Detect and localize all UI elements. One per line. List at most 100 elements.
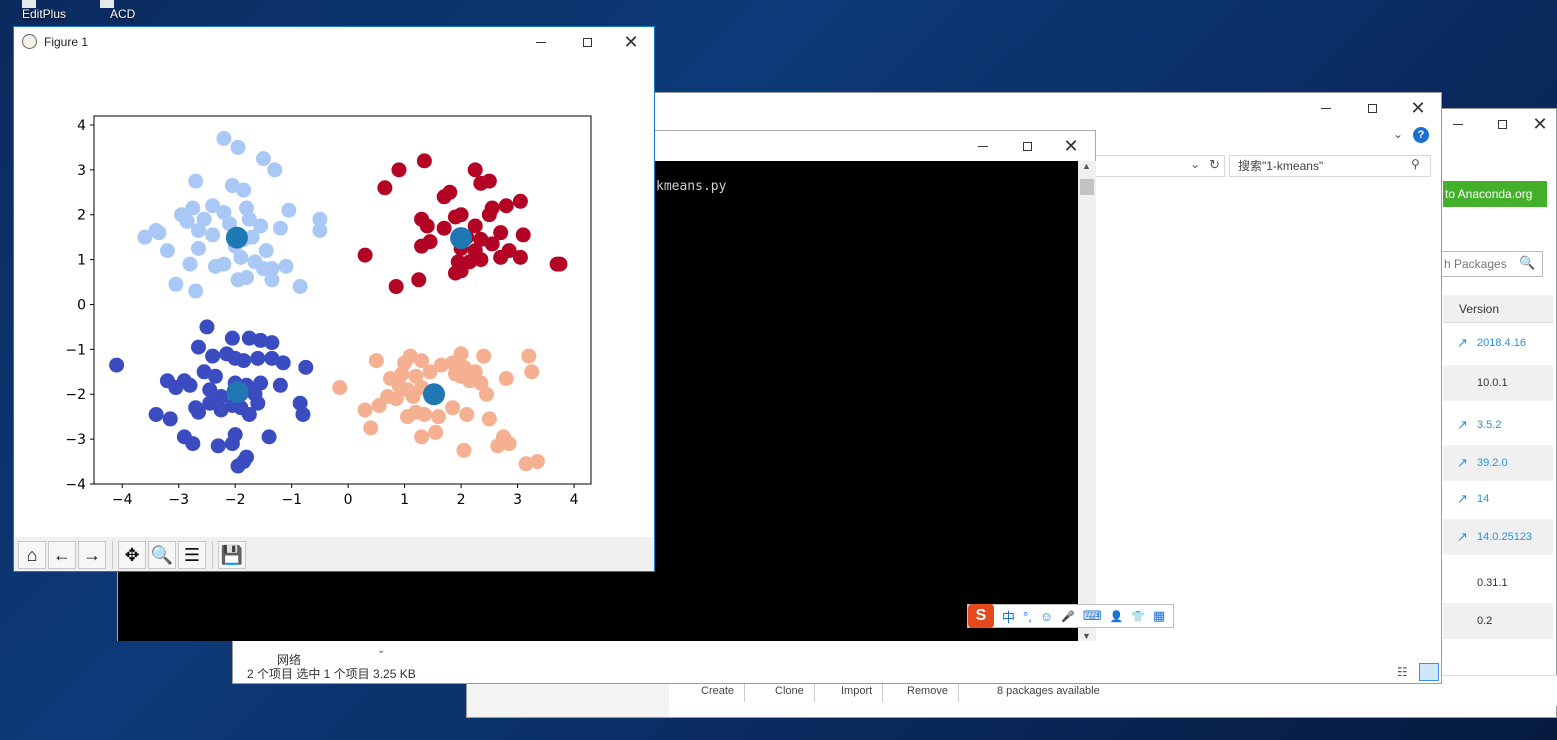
scrollbar-thumb[interactable]	[1080, 179, 1094, 195]
version-column-header[interactable]: Version	[1443, 295, 1553, 323]
scatter-point	[414, 429, 430, 445]
scatter-point	[281, 202, 297, 218]
explorer-minimize-button[interactable]	[1303, 93, 1349, 123]
desktop-label-editplus[interactable]: EditPlus	[22, 7, 67, 21]
scatter-point	[462, 373, 478, 389]
refresh-icon[interactable]: ↻	[1209, 157, 1220, 172]
scatter-point	[529, 454, 545, 470]
zoom-icon[interactable]: 🔍	[148, 541, 176, 569]
clone-env-button[interactable]: Clone	[765, 680, 815, 702]
explorer-maximize-button[interactable]	[1349, 93, 1395, 123]
ime-chinese-mode[interactable]: 中	[1002, 609, 1016, 625]
search-icon[interactable]: 🔍	[1519, 255, 1536, 270]
console-close-button[interactable]: ✕	[1048, 131, 1094, 161]
update-arrow-icon[interactable]: ↗	[1457, 335, 1468, 350]
figure-maximize-button[interactable]	[564, 27, 610, 57]
package-row[interactable]: ↗ 2018.4.16	[1443, 325, 1553, 361]
scatter-point	[512, 193, 528, 209]
scatter-point	[236, 182, 252, 198]
scatter-point	[391, 162, 407, 178]
configure-icon[interactable]: ☰	[178, 541, 206, 569]
figure-minimize-button[interactable]	[518, 27, 564, 57]
user-icon[interactable]: 👤	[1109, 610, 1124, 623]
ime-punctuation-mode[interactable]: °,	[1023, 608, 1032, 624]
scatter-point	[298, 359, 314, 375]
matplotlib-figure-window: Figure 1 ✕ −4 −3 −2 −1 0 1 2 3 4 −4 −3 −2 −1 0 1 2 3 4 ⌂ …	[13, 26, 655, 572]
package-row[interactable]: 0.2	[1443, 603, 1553, 639]
import-env-button[interactable]: Import	[831, 680, 884, 702]
nav-network-label[interactable]: 网络	[277, 653, 302, 667]
plot-axes-frame	[93, 115, 592, 485]
console-minimize-button[interactable]	[960, 131, 1006, 161]
console-maximize-button[interactable]	[1004, 131, 1050, 161]
editplus-desktop-icon[interactable]	[22, 0, 36, 8]
help-icon[interactable]: ?	[1413, 127, 1429, 143]
pan-icon[interactable]: ✥	[118, 541, 146, 569]
forward-icon[interactable]: →	[78, 541, 106, 569]
microphone-icon[interactable]: 🎤	[1061, 610, 1075, 623]
scatter-point	[456, 442, 472, 458]
scroll-down-icon[interactable]: ▼	[1082, 631, 1091, 641]
sogou-logo-icon[interactable]: S	[968, 604, 994, 628]
close-icon: ✕	[1410, 98, 1426, 118]
toolbox-icon[interactable]: ▦	[1152, 608, 1166, 623]
scatter-point	[416, 153, 432, 169]
anaconda-maximize-button[interactable]	[1479, 109, 1525, 139]
emoji-icon[interactable]: ☺	[1039, 608, 1054, 624]
remove-env-button[interactable]: Remove	[897, 680, 959, 702]
folder-search-input[interactable]: 搜索"1-kmeans"	[1229, 155, 1431, 177]
package-row[interactable]: ↗ 39.2.0	[1443, 445, 1553, 481]
search-icon[interactable]: ⚲	[1411, 157, 1420, 171]
centroid-point	[226, 381, 249, 403]
desktop-label-acd[interactable]: ACD	[110, 7, 136, 21]
skin-icon[interactable]: 👕	[1131, 610, 1145, 623]
large-icons-view-icon[interactable]	[1419, 663, 1439, 681]
package-row[interactable]: ↗ 3.5.2	[1443, 407, 1553, 443]
package-row[interactable]: ↗ 14.0.25123	[1443, 519, 1553, 555]
scatter-point	[402, 348, 418, 364]
scatter-point	[230, 139, 246, 155]
minimize-icon	[1321, 107, 1331, 109]
scroll-up-icon[interactable]: ▲	[1082, 161, 1091, 171]
ime-toolbar: S 中 °, ☺ 🎤 ⌨ 👤 👕 ▦	[967, 604, 1174, 628]
package-row[interactable]: 10.0.1	[1443, 365, 1553, 401]
details-view-icon[interactable]: ☷	[1397, 665, 1408, 679]
package-search-input[interactable]: h Packages	[1441, 251, 1543, 277]
address-bar[interactable]: ⌄ ↻	[1095, 155, 1225, 177]
keyboard-icon[interactable]: ⌨	[1082, 608, 1102, 623]
anaconda-minimize-button[interactable]	[1435, 109, 1481, 139]
scatter-point	[202, 395, 218, 411]
acd-desktop-icon[interactable]	[100, 0, 114, 8]
create-env-button[interactable]: Create	[691, 680, 746, 702]
home-icon[interactable]: ⌂	[18, 541, 46, 569]
scatter-point	[394, 366, 410, 382]
scatter-point	[445, 355, 461, 371]
ribbon-expand-icon[interactable]: ⌄	[1393, 127, 1404, 141]
scatter-point	[473, 231, 489, 247]
y-tick-label: 1	[77, 253, 86, 269]
address-dropdown-icon[interactable]: ⌄	[1189, 157, 1200, 171]
save-icon[interactable]: 💾	[218, 541, 246, 569]
update-arrow-icon[interactable]: ↗	[1457, 417, 1468, 432]
anaconda-close-button[interactable]: ✕	[1523, 109, 1557, 139]
update-arrow-icon[interactable]: ↗	[1457, 491, 1468, 506]
connect-anaconda-button[interactable]: to Anaconda.org	[1443, 181, 1547, 207]
package-version: 10.0.1	[1477, 377, 1508, 389]
y-tick-label: 4	[77, 118, 86, 134]
scatter-point	[213, 388, 229, 404]
explorer-close-button[interactable]: ✕	[1395, 93, 1441, 123]
update-arrow-icon[interactable]: ↗	[1457, 455, 1468, 470]
nav-scroll-down-icon[interactable]: ⌄	[377, 645, 386, 656]
figure-close-button[interactable]: ✕	[608, 27, 654, 57]
terminal-scrollbar[interactable]: ▲ ▼	[1078, 161, 1096, 641]
scatter-point	[148, 406, 164, 422]
package-row[interactable]: ↗ 14	[1443, 481, 1553, 517]
package-row[interactable]: 0.31.1	[1443, 565, 1553, 601]
scatter-point	[199, 319, 215, 335]
scatter-point	[207, 258, 223, 274]
scatter-point	[515, 227, 531, 243]
scatter-plot[interactable]: −4 −3 −2 −1 0 1 2 3 4 −4 −3 −2 −1 0 1 2 3 4	[14, 67, 654, 537]
back-icon[interactable]: ←	[48, 541, 76, 569]
x-tick-label: 4	[570, 492, 579, 508]
update-arrow-icon[interactable]: ↗	[1457, 529, 1468, 544]
